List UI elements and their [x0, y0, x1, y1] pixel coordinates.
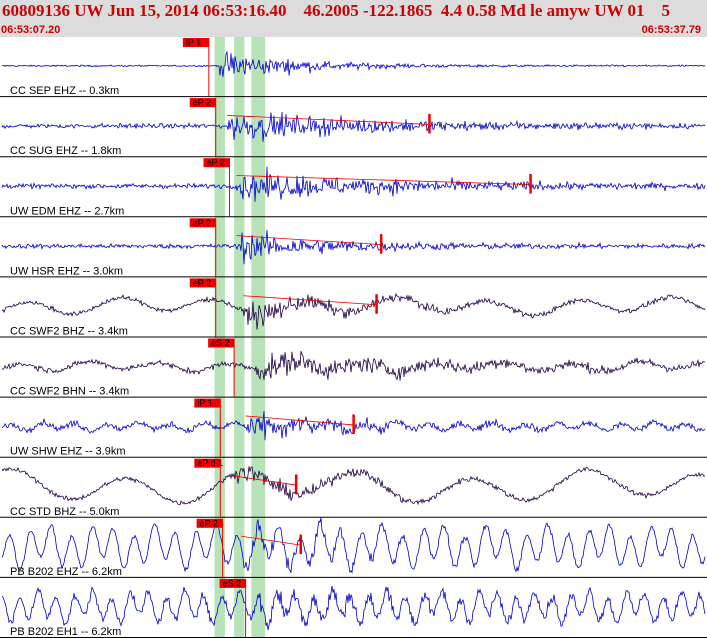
- trace-6-pick-flag: [194, 398, 221, 408]
- trace-1-label: CC SUG EHZ -- 1.8km: [10, 145, 121, 157]
- trace-7-pick-label: eP d 1: [197, 458, 223, 468]
- trace-0-pick-flag: [182, 38, 209, 47]
- trace-6-label: UW SHW EHZ -- 3.9km: [10, 446, 126, 458]
- event-title: 60809136 UW Jun 15, 2014 06:53:16.40 46.…: [2, 1, 671, 20]
- trace-3-coda-fit: [236, 235, 382, 246]
- trace-6-pick-label: iP 1: [197, 398, 212, 408]
- trace-4-pick-flag: [189, 278, 216, 288]
- trace-9-waveform: [1, 585, 706, 631]
- trace-9-pick-flag: [219, 578, 246, 588]
- trace-3-pick-label: eP 2: [193, 218, 211, 228]
- event-header: 60809136 UW Jun 15, 2014 06:53:16.40 46.…: [0, 0, 707, 37]
- trace-5-label: CC SWF2 BHN -- 3.4km: [10, 386, 129, 398]
- trace-9-pick-label: eS 2: [223, 578, 242, 588]
- seismogram-panel: iP 1 CC SEP EHZ -- 0.3km eP 2 CC SUG EHZ --…: [0, 37, 707, 638]
- trace-1-waveform: [1, 111, 706, 142]
- trace-2-coda-fit: [236, 175, 531, 185]
- trace-5-pick-flag: [208, 338, 235, 348]
- trace-3-pick-flag: [189, 218, 216, 228]
- trace-7-label: CC STD BHZ -- 5.0km: [10, 506, 119, 518]
- trace-8-pick-flag: [196, 518, 223, 528]
- trace-7-pick-flag: [194, 458, 221, 468]
- trace-4-coda-fit: [243, 295, 377, 306]
- trace-8-coda-fit: [240, 535, 301, 546]
- trace-0-pick-label: iP 1: [186, 38, 201, 48]
- trace-8-waveform: [1, 517, 706, 574]
- trace-2-label: UW EDM EHZ -- 2.7km: [10, 205, 124, 217]
- trace-1-pick-flag: [189, 98, 216, 108]
- trace-9-label: PB B202 EH1 -- 6.2km: [10, 626, 121, 638]
- trace-0-label: CC SEP EHZ -- 0.3km: [10, 85, 119, 97]
- trace-8-label: PB B202 EHZ -- 6.2km: [10, 566, 122, 578]
- trace-2-pick-flag: [203, 158, 230, 168]
- trace-7-waveform: [1, 466, 706, 506]
- trace-4-pick-label: eP 2: [193, 278, 211, 288]
- trace-7-coda-fit: [234, 475, 297, 486]
- trace-4-label: CC SWF2 BHZ -- 3.4km: [10, 326, 128, 338]
- start-time-label: 06:53:07.20: [1, 24, 61, 36]
- trace-5-pick-label: eS 2: [211, 338, 230, 348]
- trace-1-pick-label: eP 2: [193, 98, 211, 108]
- trace-2-waveform: [1, 166, 706, 202]
- trace-0-waveform: [1, 50, 706, 77]
- end-time-label: 06:53:37.79: [641, 24, 701, 36]
- trace-3-label: UW HSR EHZ -- 3.0km: [10, 265, 123, 277]
- trace-1-coda-fit: [227, 115, 430, 125]
- trace-4-waveform: [1, 292, 706, 330]
- trace-6-coda-fit: [245, 415, 354, 426]
- trace-8-pick-label: eP 2: [200, 518, 218, 528]
- trace-2-pick-label: eP 2: [207, 158, 225, 168]
- trace-5-waveform: [1, 350, 706, 381]
- trace-3-waveform: [1, 230, 706, 265]
